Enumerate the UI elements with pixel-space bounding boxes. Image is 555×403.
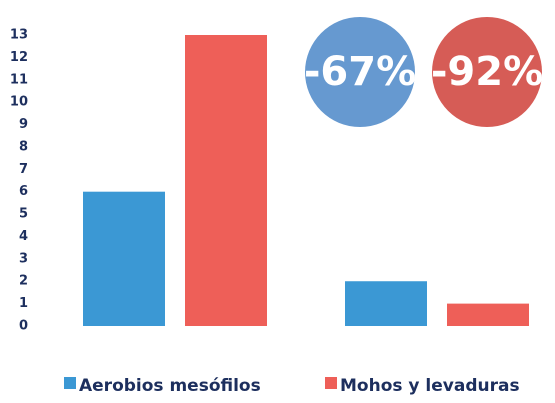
y-tick-label: 10 [10,95,28,110]
legend-label: Aerobios mesófilos [79,376,261,396]
y-tick-label: 13 [10,28,28,43]
y-tick-label: 12 [10,50,28,65]
bar [447,303,529,326]
y-tick-label: 3 [19,251,28,266]
y-tick-label: 1 [19,296,28,311]
bar [345,281,427,326]
annotation: -92% [431,49,543,95]
bar [185,35,267,326]
legend-swatch [64,377,76,389]
legend-swatch [325,377,337,389]
annotation: -67% [304,49,416,95]
annotation-circle [432,17,542,127]
y-tick-label: 2 [19,274,28,289]
y-tick-label: 6 [19,184,28,199]
annotation-circle [305,17,415,127]
y-tick-label: 9 [19,117,28,132]
y-tick-label: 11 [10,72,28,87]
bar [83,191,165,326]
y-tick-label: 5 [19,207,28,222]
legend-label: Mohos y levaduras [340,376,520,396]
y-tick-label: 4 [19,229,28,244]
y-tick-label: 7 [19,162,28,177]
y-tick-label: 8 [19,139,28,154]
y-tick-label: 0 [19,319,28,334]
